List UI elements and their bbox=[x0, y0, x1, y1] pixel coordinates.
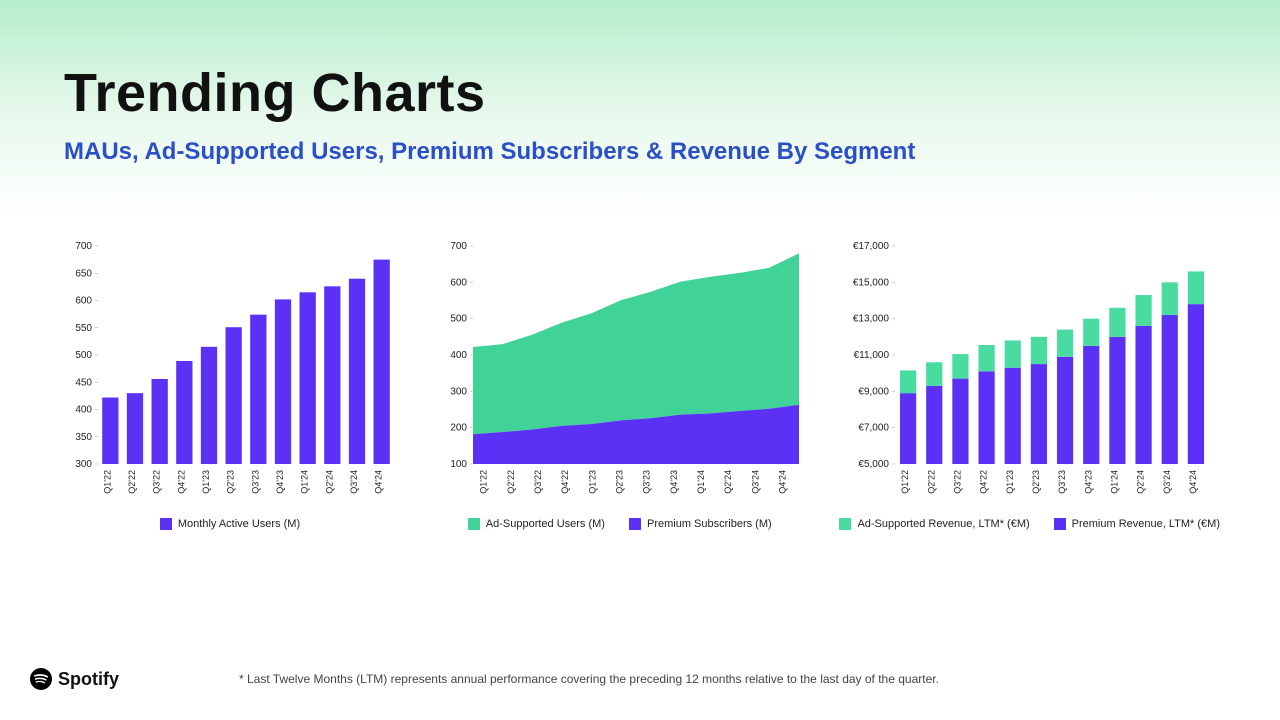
svg-text:Q1'22: Q1'22 bbox=[102, 470, 112, 494]
svg-text:€5,000: €5,000 bbox=[858, 459, 889, 470]
svg-text:Q1'23: Q1'23 bbox=[201, 470, 211, 494]
svg-text:Q2'23: Q2'23 bbox=[614, 470, 624, 494]
svg-text:450: 450 bbox=[75, 377, 92, 388]
chart-mau: 300 350 400 450 500 550 600 650 700 Q1'22 Q2'22 Q3'… bbox=[60, 240, 400, 540]
area-chart-segments: 100 200 300 400 500 600 700 Q1'22 Q2'22 Q3'22 Q4'2… bbox=[435, 240, 805, 500]
svg-text:Q4'23: Q4'23 bbox=[1083, 470, 1093, 494]
svg-text:Q2'24: Q2'24 bbox=[723, 470, 733, 494]
svg-text:Q2'22: Q2'22 bbox=[505, 470, 515, 494]
svg-text:Q2'23: Q2'23 bbox=[226, 470, 236, 494]
svg-text:Q1'24: Q1'24 bbox=[1109, 470, 1119, 494]
legend-item: Premium Subscribers (M) bbox=[629, 518, 772, 530]
legend-item: Ad-Supported Users (M) bbox=[468, 518, 605, 530]
svg-text:Q3'22: Q3'22 bbox=[533, 470, 543, 494]
svg-text:400: 400 bbox=[450, 350, 467, 361]
svg-text:Q2'23: Q2'23 bbox=[1031, 470, 1041, 494]
svg-text:300: 300 bbox=[450, 386, 467, 397]
svg-text:650: 650 bbox=[75, 268, 92, 279]
brand-logo: Spotify bbox=[30, 668, 119, 690]
svg-text:Q4'24: Q4'24 bbox=[1188, 470, 1198, 494]
svg-text:Q3'22: Q3'22 bbox=[152, 470, 162, 494]
svg-text:Q4'22: Q4'22 bbox=[560, 470, 570, 494]
svg-text:Q4'22: Q4'22 bbox=[176, 470, 186, 494]
legend-item: Ad-Supported Revenue, LTM* (€M) bbox=[839, 518, 1029, 530]
svg-text:Q4'22: Q4'22 bbox=[978, 470, 988, 494]
svg-text:Q3'22: Q3'22 bbox=[952, 470, 962, 494]
svg-text:Q2'22: Q2'22 bbox=[127, 470, 137, 494]
svg-text:€17,000: €17,000 bbox=[853, 241, 890, 252]
legend-segments: Ad-Supported Users (M) Premium Subscriber… bbox=[468, 518, 772, 530]
svg-text:Q4'23: Q4'23 bbox=[668, 470, 678, 494]
stacked-bar-revenue: €5,000 €7,000 €9,000 €11,000 €13,000 €15,000 €… bbox=[845, 240, 1215, 500]
svg-text:Q3'23: Q3'23 bbox=[250, 470, 260, 494]
legend-item: Premium Revenue, LTM* (€M) bbox=[1054, 518, 1220, 530]
svg-text:Q2'24: Q2'24 bbox=[1135, 470, 1145, 494]
svg-text:Q3'23: Q3'23 bbox=[641, 470, 651, 494]
legend-item: Monthly Active Users (M) bbox=[160, 518, 300, 530]
svg-text:Q1'24: Q1'24 bbox=[696, 470, 706, 494]
svg-text:350: 350 bbox=[75, 432, 92, 443]
bar-chart-mau: 300 350 400 450 500 550 600 650 700 Q1'22 Q2'22 Q3'… bbox=[60, 240, 400, 500]
footer: Spotify * Last Twelve Months (LTM) repre… bbox=[30, 668, 939, 690]
legend-revenue: Ad-Supported Revenue, LTM* (€M) Premium R… bbox=[839, 518, 1220, 530]
svg-text:500: 500 bbox=[75, 350, 92, 361]
svg-text:Q4'23: Q4'23 bbox=[275, 470, 285, 494]
svg-text:Q3'24: Q3'24 bbox=[1161, 470, 1171, 494]
svg-text:500: 500 bbox=[450, 314, 467, 325]
svg-text:Q3'24: Q3'24 bbox=[349, 470, 359, 494]
page-title: Trending Charts bbox=[64, 62, 915, 124]
charts-row: 300 350 400 450 500 550 600 650 700 Q1'22 Q2'22 Q3'… bbox=[60, 240, 1220, 540]
svg-text:€11,000: €11,000 bbox=[853, 350, 889, 361]
svg-text:600: 600 bbox=[75, 296, 92, 307]
footnote: * Last Twelve Months (LTM) represents an… bbox=[239, 672, 939, 686]
svg-text:Q4'24: Q4'24 bbox=[374, 470, 384, 494]
svg-text:Q1'22: Q1'22 bbox=[478, 470, 488, 494]
svg-text:200: 200 bbox=[450, 423, 467, 434]
svg-text:600: 600 bbox=[450, 277, 467, 288]
chart-segments: 100 200 300 400 500 600 700 Q1'22 Q2'22 Q3'22 Q4'2… bbox=[435, 240, 805, 540]
spotify-icon bbox=[30, 668, 52, 690]
svg-text:€15,000: €15,000 bbox=[853, 277, 890, 288]
svg-text:Q1'23: Q1'23 bbox=[1004, 470, 1014, 494]
svg-text:Q3'24: Q3'24 bbox=[750, 470, 760, 494]
svg-text:700: 700 bbox=[450, 241, 467, 252]
brand-name: Spotify bbox=[58, 669, 119, 690]
svg-text:Q1'24: Q1'24 bbox=[300, 470, 310, 494]
svg-text:400: 400 bbox=[75, 405, 92, 416]
svg-text:€7,000: €7,000 bbox=[858, 423, 889, 434]
svg-text:Q1'23: Q1'23 bbox=[587, 470, 597, 494]
chart-revenue: €5,000 €7,000 €9,000 €11,000 €13,000 €15,000 €… bbox=[839, 240, 1220, 540]
legend-mau: Monthly Active Users (M) bbox=[160, 518, 300, 530]
page-subtitle: MAUs, Ad-Supported Users, Premium Subscr… bbox=[64, 138, 915, 166]
svg-text:€9,000: €9,000 bbox=[858, 386, 889, 397]
svg-text:Q2'22: Q2'22 bbox=[926, 470, 936, 494]
svg-text:Q1'22: Q1'22 bbox=[900, 470, 910, 494]
svg-text:Q3'23: Q3'23 bbox=[1057, 470, 1067, 494]
svg-text:550: 550 bbox=[75, 323, 92, 334]
title-block: Trending Charts MAUs, Ad-Supported Users… bbox=[64, 62, 915, 166]
svg-text:300: 300 bbox=[75, 459, 92, 470]
svg-text:700: 700 bbox=[75, 241, 92, 252]
svg-text:100: 100 bbox=[450, 459, 467, 470]
svg-text:Q2'24: Q2'24 bbox=[324, 470, 334, 494]
svg-text:€13,000: €13,000 bbox=[853, 314, 890, 325]
svg-text:Q4'24: Q4'24 bbox=[777, 470, 787, 494]
